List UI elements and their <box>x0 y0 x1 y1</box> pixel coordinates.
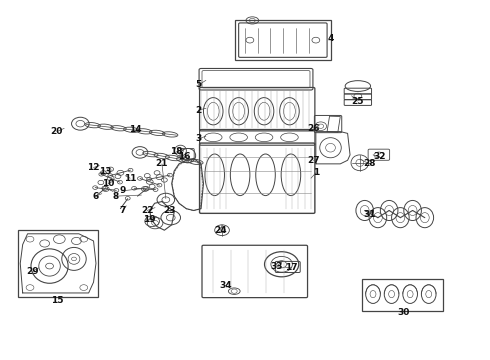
Text: 33: 33 <box>270 262 283 271</box>
Text: 31: 31 <box>364 210 376 219</box>
Text: 26: 26 <box>307 123 319 132</box>
Text: 13: 13 <box>99 167 112 176</box>
Text: 9: 9 <box>120 186 126 195</box>
Text: 1: 1 <box>313 168 319 177</box>
Text: 27: 27 <box>307 156 319 165</box>
Text: 8: 8 <box>112 192 119 201</box>
Text: 20: 20 <box>50 127 63 136</box>
Text: 30: 30 <box>397 308 410 317</box>
Text: 2: 2 <box>196 105 202 114</box>
Text: 19: 19 <box>144 215 156 224</box>
Text: 3: 3 <box>196 134 202 143</box>
Text: 15: 15 <box>50 296 63 305</box>
Text: 29: 29 <box>26 267 39 276</box>
Text: 25: 25 <box>351 96 364 105</box>
Text: 32: 32 <box>373 152 386 161</box>
Text: 21: 21 <box>156 159 168 168</box>
Text: 7: 7 <box>120 206 126 215</box>
Text: 12: 12 <box>87 163 100 172</box>
Text: 28: 28 <box>364 159 376 168</box>
Text: 18: 18 <box>171 147 183 156</box>
Text: 4: 4 <box>327 34 334 43</box>
Text: 22: 22 <box>141 206 153 215</box>
Text: 14: 14 <box>129 125 142 134</box>
Bar <box>18 230 98 297</box>
Text: 23: 23 <box>163 206 175 215</box>
Text: 17: 17 <box>285 264 298 273</box>
Text: 16: 16 <box>178 152 190 161</box>
Text: 11: 11 <box>124 174 136 183</box>
Bar <box>235 21 331 60</box>
Text: 24: 24 <box>214 226 227 235</box>
Bar <box>362 279 443 311</box>
Text: 34: 34 <box>219 281 232 290</box>
Text: 6: 6 <box>93 192 99 201</box>
Text: 5: 5 <box>196 81 202 90</box>
Text: 10: 10 <box>102 179 114 188</box>
